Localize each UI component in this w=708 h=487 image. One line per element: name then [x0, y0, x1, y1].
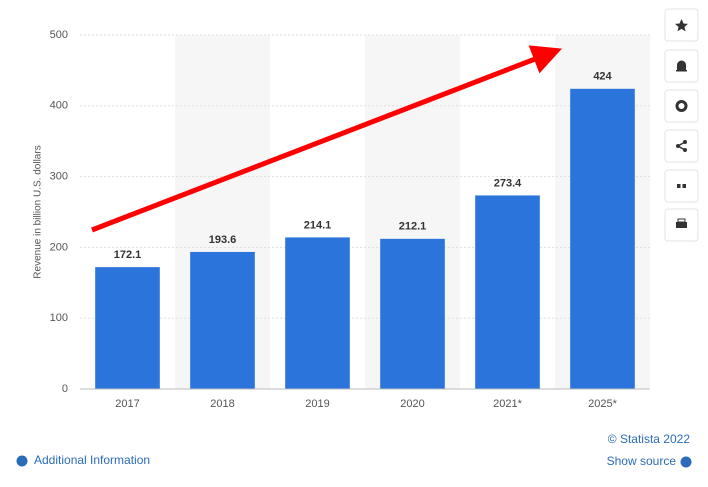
- value-label: 172.1: [114, 249, 142, 261]
- value-label: 424: [593, 71, 612, 83]
- y-tick-label: 300: [50, 171, 68, 183]
- bar: [95, 267, 160, 389]
- source-credit[interactable]: © Statista 2022: [608, 432, 691, 446]
- y-tick-label: 100: [50, 312, 68, 324]
- bar: [190, 251, 255, 389]
- y-tick-label: 200: [50, 241, 68, 253]
- x-tick-label: 2020: [400, 398, 424, 410]
- marks: 0 100 200 300 400 500 2017 172.1 2018 193.6 2019 21…: [50, 29, 650, 410]
- bar: [570, 88, 635, 390]
- print-button[interactable]: [664, 208, 699, 242]
- settings-button[interactable]: [664, 89, 699, 123]
- x-tick-label: 2019: [305, 398, 329, 410]
- favorite-button[interactable]: [664, 8, 699, 42]
- value-label: 212.1: [399, 221, 427, 233]
- y-tick-label: 500: [50, 29, 68, 41]
- cite-button[interactable]: [664, 169, 699, 203]
- info-icon: [16, 455, 28, 467]
- x-tick-label: 2018: [210, 398, 234, 410]
- value-label: 193.6: [209, 234, 237, 246]
- bar: [285, 237, 350, 389]
- x-tick-label: 2025*: [588, 398, 617, 410]
- show-source-link[interactable]: Show source: [607, 454, 677, 468]
- x-tick-label: 2021*: [493, 398, 522, 410]
- alert-button[interactable]: [664, 49, 699, 83]
- side-toolbar: [664, 8, 699, 242]
- y-tick-label: 0: [62, 383, 68, 395]
- y-axis-label: Revenue in billion U.S. dollars: [33, 145, 44, 278]
- bar: [475, 195, 540, 389]
- value-label: 214.1: [304, 219, 332, 231]
- additional-info-link[interactable]: Additional Information: [34, 453, 150, 467]
- value-label: 273.4: [494, 177, 522, 189]
- bar: [380, 238, 445, 389]
- y-tick-label: 400: [50, 100, 68, 112]
- trend-arrow: [91, 45, 562, 233]
- info-icon: [680, 456, 692, 468]
- x-tick-label: 2017: [115, 398, 139, 410]
- share-button[interactable]: [664, 129, 699, 163]
